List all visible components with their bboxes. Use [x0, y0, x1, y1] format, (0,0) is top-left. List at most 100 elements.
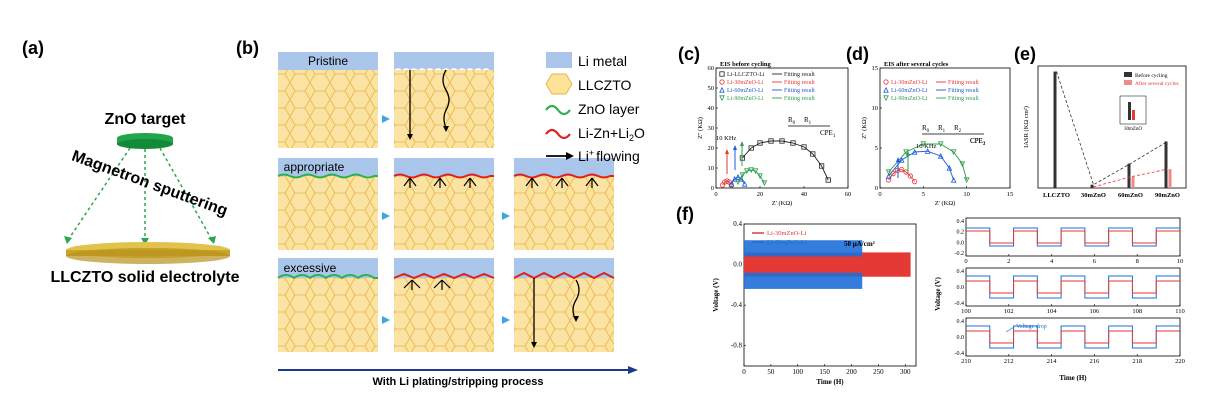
- data-point: [885, 169, 892, 176]
- x-tick-label: 0: [878, 191, 881, 198]
- data-point: [899, 167, 905, 173]
- y-axis-label: Z'' (KΩ): [697, 117, 704, 139]
- circuit-subscript: 1: [809, 121, 812, 126]
- legend-label: Li-60mZnO-Li: [767, 239, 807, 246]
- circuit-symbol: R: [922, 124, 927, 132]
- y-tick-label: -0.4: [955, 301, 965, 307]
- row-label-appropriate: appropriate: [284, 160, 345, 174]
- fit-curve: [742, 140, 829, 181]
- zoom-frame: [965, 267, 1181, 307]
- y-tick-label: 0.4: [733, 220, 742, 228]
- y-tick-label: 10: [872, 105, 879, 112]
- data-point: [752, 168, 759, 175]
- y-axis-label: Z'' (KΩ): [861, 117, 868, 139]
- data-point: [761, 180, 768, 187]
- legend-series: Li-90mZnO-Li: [891, 96, 928, 102]
- circuit-subscript: 2: [959, 129, 962, 134]
- legend-series: Li-30mZnO-Li: [727, 80, 764, 86]
- y-tick-label: -0.2: [955, 251, 965, 257]
- legend-marker: [719, 95, 725, 102]
- legend-b: Li metal LLCZTO ZnO layer Li-Zn+Li2O Li+…: [545, 52, 645, 164]
- data-point: [735, 173, 741, 180]
- x-tick-label: 40: [801, 191, 808, 198]
- data-point: [950, 176, 957, 183]
- data-point: [741, 180, 748, 187]
- plot-frame: [1037, 65, 1187, 189]
- circuit-symbol: R: [788, 116, 793, 124]
- arrow-head: [906, 151, 910, 156]
- bar: [1053, 71, 1057, 188]
- data-point: [950, 149, 957, 156]
- x-tick-label: 200: [846, 368, 857, 376]
- data-point: [728, 180, 735, 187]
- inset-bar: [1128, 102, 1131, 120]
- fit-curve: [737, 169, 765, 184]
- zno-target-label: ZnO target: [105, 111, 187, 128]
- legend-lizn: Li-Zn+Li2O: [578, 125, 645, 143]
- data-point: [748, 167, 755, 174]
- circuit-symbol: R: [938, 124, 943, 132]
- wave-60m: [966, 227, 1180, 247]
- data-point: [757, 140, 763, 146]
- data-point: [963, 177, 970, 184]
- x-tick-label: 150: [819, 368, 830, 376]
- y-axis-label: Voltage (V): [934, 276, 942, 310]
- data-point: [790, 140, 796, 146]
- circuit-symbol: R: [954, 124, 959, 132]
- interface-schematic: Pristine appropriate excessive: [277, 52, 645, 388]
- y-tick-label: 40: [708, 105, 715, 112]
- category-label: 30mZnO: [1081, 192, 1106, 199]
- inset-label: 30mZnO: [1124, 127, 1142, 132]
- plot-frame: [879, 67, 1011, 189]
- arrow-head: [896, 157, 900, 162]
- data-point: [885, 172, 892, 179]
- bar: [1090, 184, 1094, 188]
- x-tick-label: 20: [757, 191, 764, 198]
- legend-fit: Fitting result: [784, 72, 815, 78]
- circuit-subscript: 0: [793, 121, 796, 126]
- wave-30m: [966, 230, 1180, 244]
- legend-fit: Fitting result: [784, 80, 815, 86]
- y-tick-label: 0.0: [957, 285, 965, 291]
- panel-label-e: (e): [1014, 44, 1036, 64]
- legend-fit: Fitting result: [948, 80, 979, 86]
- circuit-subscript: 1: [943, 129, 946, 134]
- circuit-subscript: 1: [983, 142, 986, 147]
- data-point: [735, 179, 741, 186]
- panel-label-c: (c): [678, 44, 700, 64]
- data-point: [779, 138, 785, 144]
- category-label: LLCZTO: [1043, 192, 1070, 199]
- y-tick-label: 0.4: [957, 269, 965, 275]
- chart-voltage-zoom: 0 2 4 6 8 10 0.4 0.2 0.0 -0.2 100 102 104 106 108 110 0.…: [934, 217, 1185, 382]
- wave-60m: [966, 275, 1180, 299]
- circuit-element: R0: [788, 116, 796, 126]
- arrow-head: [733, 145, 737, 150]
- chart-voltage-main: 0 50 100 150 200 250 300 0.4 0.0 -0.4 -0.8 Time (H)…: [712, 220, 917, 386]
- legend-marker: [883, 79, 889, 85]
- y-tick-label: 0: [875, 185, 878, 192]
- x-tick-label: 100: [961, 308, 971, 315]
- arrow-head: [725, 149, 729, 154]
- legend-series: Li-90mZnO-Li: [727, 96, 764, 102]
- chart-title: EIS after several cycles: [884, 61, 949, 68]
- x-tick-label: 216: [1090, 358, 1101, 365]
- legend-marker: [883, 86, 889, 93]
- x-tick-label: 50: [767, 368, 775, 376]
- circuit-element: CPE1: [970, 137, 986, 147]
- legend-li-metal: Li metal: [578, 53, 627, 69]
- circuit-element: CPE1: [820, 129, 836, 139]
- data-point: [959, 161, 966, 168]
- plot-frame: [715, 67, 849, 189]
- circuit-symbol: CPE: [970, 137, 983, 145]
- circuit-symbol: R: [804, 116, 809, 124]
- data-point: [818, 163, 825, 169]
- x-tick-label: 10: [1177, 258, 1184, 265]
- data-point: [743, 168, 750, 175]
- data-point: [898, 156, 905, 163]
- legend-fit: Fitting result: [784, 88, 815, 94]
- x-tick-label: 250: [873, 368, 884, 376]
- voltage-drop-annotation: Voltage drop: [1016, 324, 1047, 330]
- x-tick-label: 6: [1093, 258, 1097, 265]
- y-tick-label: 60: [708, 65, 715, 72]
